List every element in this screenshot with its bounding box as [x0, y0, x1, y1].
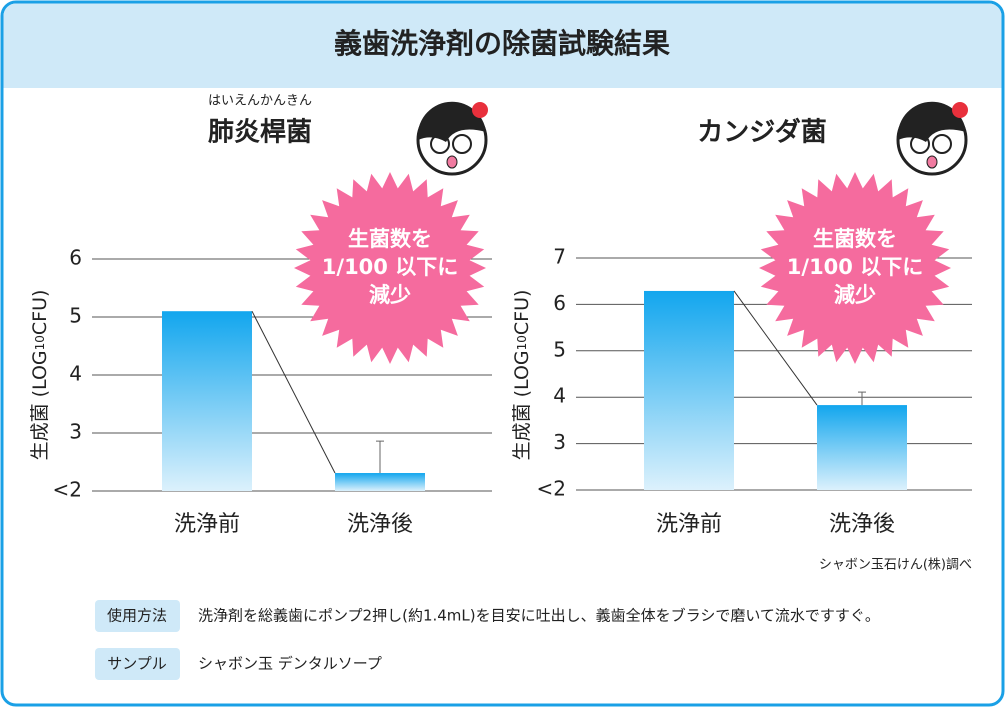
- source: シャボン玉石けん(株)調べ: [819, 558, 972, 573]
- footer-text: シャボン玉 デンタルソープ: [198, 655, 382, 673]
- character-ribbon: [952, 102, 968, 118]
- y-tick-label: 4: [69, 362, 82, 386]
- y-tick-label: 3: [69, 420, 82, 444]
- y-tick-label: 4: [553, 384, 566, 408]
- connector: [251, 310, 336, 474]
- character-glasses: [932, 134, 952, 154]
- burst: [294, 172, 486, 364]
- y-tick-label: 3: [553, 430, 566, 454]
- y-axis-label: 生成菌 (LOG10CFU): [29, 290, 51, 461]
- character-mouth: [926, 155, 938, 169]
- y-label-part: 生成菌 (LOG: [29, 350, 51, 460]
- chart-title: カンジダ菌: [697, 117, 826, 148]
- character-hair: [897, 101, 966, 142]
- y-tick-label: 5: [553, 337, 566, 361]
- label-box: [95, 600, 180, 632]
- bar: [335, 473, 425, 491]
- bar: [644, 290, 734, 490]
- y-label-sub: 10: [515, 335, 529, 350]
- y-label-sub: 10: [33, 335, 47, 350]
- x-tick-label: 洗浄前: [174, 512, 240, 537]
- x-tick-label: 洗浄後: [347, 512, 413, 537]
- y-tick-label: <2: [53, 478, 82, 502]
- character-glasses: [910, 134, 930, 154]
- chart-title: 肺炎桿菌: [208, 118, 312, 148]
- y-label-part: CFU): [511, 290, 533, 336]
- footer-text: 洗浄剤を総義歯にポンプ2押し(約1.4mL)を目安に吐出し、義歯全体をブラシで磨…: [198, 607, 880, 625]
- connector: [733, 290, 818, 406]
- footer-label: サンプル: [107, 655, 167, 673]
- burst-text: 1/100 以下に: [322, 255, 458, 279]
- page-title: 義歯洗浄剤の除菌試験結果: [334, 27, 670, 60]
- y-tick-label: <2: [537, 477, 566, 501]
- chart-ruby: はいえんかんきん: [208, 94, 312, 109]
- x-tick-label: 洗浄後: [829, 512, 895, 537]
- burst-text: 生菌数を: [813, 227, 897, 251]
- character-glasses: [452, 134, 472, 154]
- y-tick-label: 6: [69, 246, 82, 270]
- burst-text: 減少: [834, 283, 876, 307]
- header-band: [3, 3, 1002, 88]
- burst-text: 減少: [369, 283, 411, 307]
- footer-label: 使用方法: [107, 607, 167, 625]
- character-hair: [417, 101, 486, 142]
- x-tick-label: 洗浄前: [656, 512, 722, 537]
- character-mouth: [446, 155, 458, 169]
- bar: [162, 311, 252, 491]
- y-tick-label: 6: [553, 291, 566, 315]
- character-glasses: [430, 134, 450, 154]
- y-axis-label: 生成菌 (LOG10CFU): [511, 290, 533, 461]
- y-label-part: CFU): [29, 290, 51, 336]
- label-box: [95, 648, 180, 680]
- burst: [759, 172, 951, 364]
- y-tick-label: 5: [69, 304, 82, 328]
- y-label-part: 生成菌 (LOG: [511, 350, 533, 460]
- burst-text: 生菌数を: [348, 227, 432, 251]
- y-tick-label: 7: [553, 245, 566, 269]
- character-ribbon: [472, 102, 488, 118]
- bar: [817, 405, 907, 490]
- burst-text: 1/100 以下に: [787, 255, 923, 279]
